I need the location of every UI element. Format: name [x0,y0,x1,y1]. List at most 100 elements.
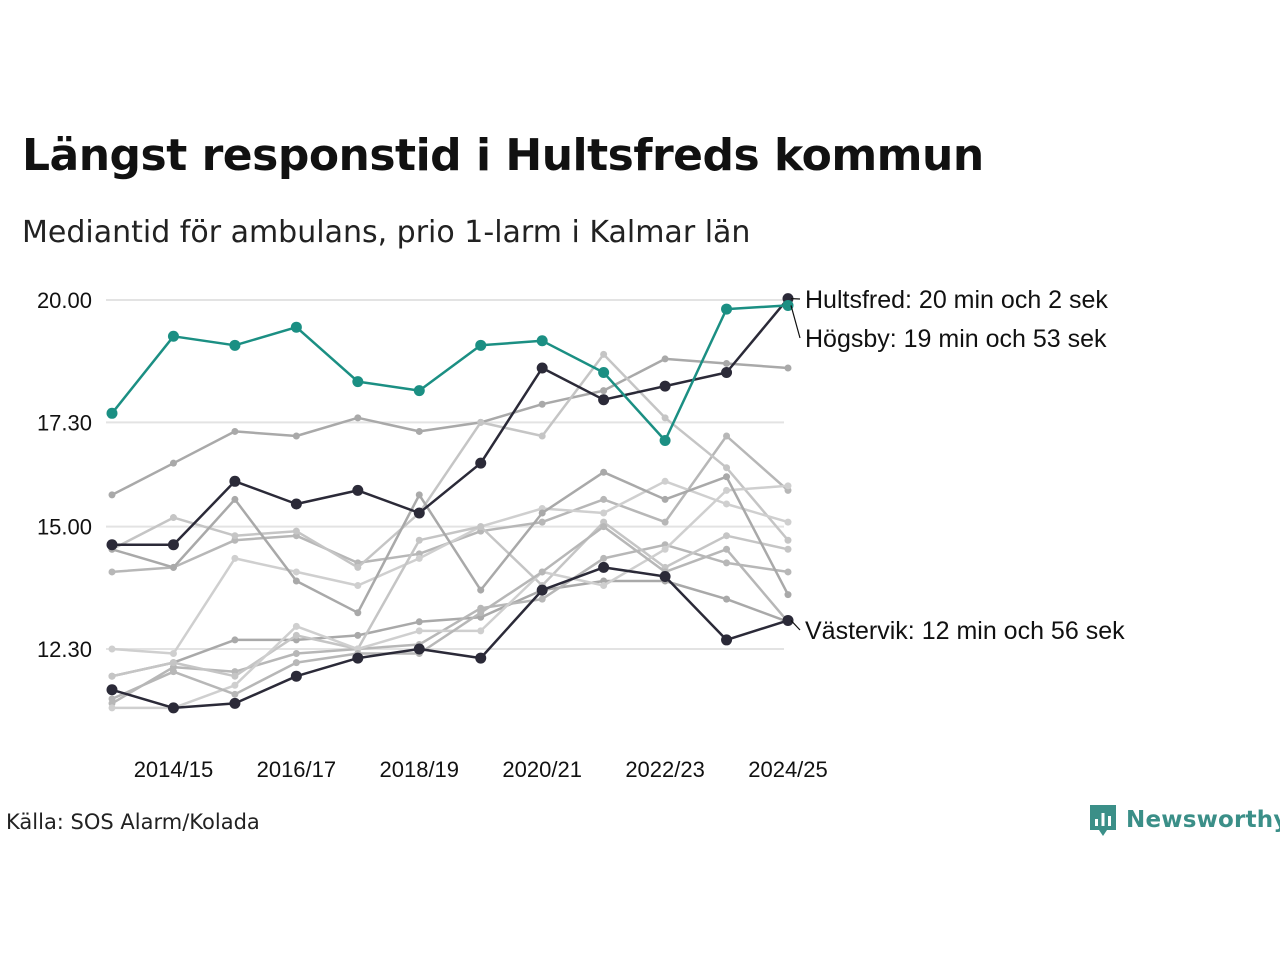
background-series [108,523,792,703]
background-series [108,541,792,707]
annotation-label: Västervik: 12 min och 56 sek [805,617,1125,645]
data-point [352,652,364,664]
data-point [600,582,608,590]
data-point [721,303,733,315]
data-point [598,561,610,573]
data-point [169,514,177,522]
data-point [784,482,792,490]
data-point [292,527,300,535]
background-series [108,355,792,499]
data-point [661,355,669,363]
data-point [538,595,546,603]
data-point [108,672,116,680]
data-point [108,704,116,712]
data-point [292,650,300,658]
data-point [784,568,792,576]
data-point [169,563,177,571]
data-point [659,570,671,582]
series-line [112,484,789,710]
data-point [661,545,669,553]
series-hultsfred [106,293,794,551]
data-point [292,577,300,585]
data-point [106,684,118,696]
data-point [229,475,241,487]
data-point [723,545,731,553]
data-point [290,498,302,510]
data-point [600,350,608,358]
series-line [111,357,789,497]
series-line [111,543,789,705]
brand-name: Newsworthy [1126,807,1280,833]
chart-subtitle: Mediantid för ambulans, prio 1-larm i Ka… [22,215,751,250]
data-point [231,690,239,698]
background-series [108,518,792,680]
y-tick-label: 15.00 [37,515,92,540]
data-point [538,568,546,576]
data-point [723,486,731,494]
data-point [659,380,671,392]
newsworthy-icon [1090,805,1116,836]
data-point [231,495,239,503]
data-point [600,495,608,503]
data-point [661,477,669,485]
data-point [167,330,179,342]
data-point [661,518,669,526]
data-point [169,668,177,676]
data-point [600,554,608,562]
series-line [111,566,789,710]
data-point [108,645,116,653]
data-point [538,432,546,440]
data-point [231,681,239,689]
data-point [600,509,608,517]
x-axis-ticks: 2014/15 2016/17 2018/19 2020/21 2022/23 2024/… [134,757,828,782]
data-point [477,418,485,426]
data-point [600,387,608,395]
data-point [723,432,731,440]
data-point [782,614,794,626]
data-point [721,367,733,379]
data-point [169,459,177,467]
data-point [231,636,239,644]
data-point [659,435,671,447]
series-line [112,297,789,547]
data-point [231,554,239,562]
data-point [784,518,792,526]
data-point [600,523,608,531]
data-point [354,414,362,422]
y-tick-label: 12.30 [37,637,92,662]
source-note: Källa: SOS Alarm/Kolada [6,810,260,834]
data-point [723,464,731,472]
data-point [354,631,362,639]
data-point [536,362,548,374]
data-point [292,631,300,639]
data-point [106,539,118,551]
data-point [106,407,118,419]
data-point [108,491,116,499]
data-point [167,539,179,551]
data-point [354,609,362,617]
data-point [477,523,485,531]
series-line [111,579,789,678]
annotation-leader [790,305,801,339]
data-point [784,545,792,553]
data-point [415,618,423,626]
y-tick-label: 20.00 [37,288,92,313]
data-point [415,427,423,435]
data-point [413,643,425,655]
data-point [723,559,731,567]
data-point [229,339,241,351]
data-point [475,457,487,469]
background-series [108,577,792,680]
data-point [413,507,425,519]
data-point [477,586,485,594]
data-point [169,659,177,667]
data-point [782,299,794,311]
data-point [415,627,423,635]
series-line [111,470,790,614]
data-point [723,595,731,603]
y-tick-label: 17.30 [37,410,92,435]
data-point [354,563,362,571]
data-point [413,385,425,397]
data-point [600,468,608,476]
